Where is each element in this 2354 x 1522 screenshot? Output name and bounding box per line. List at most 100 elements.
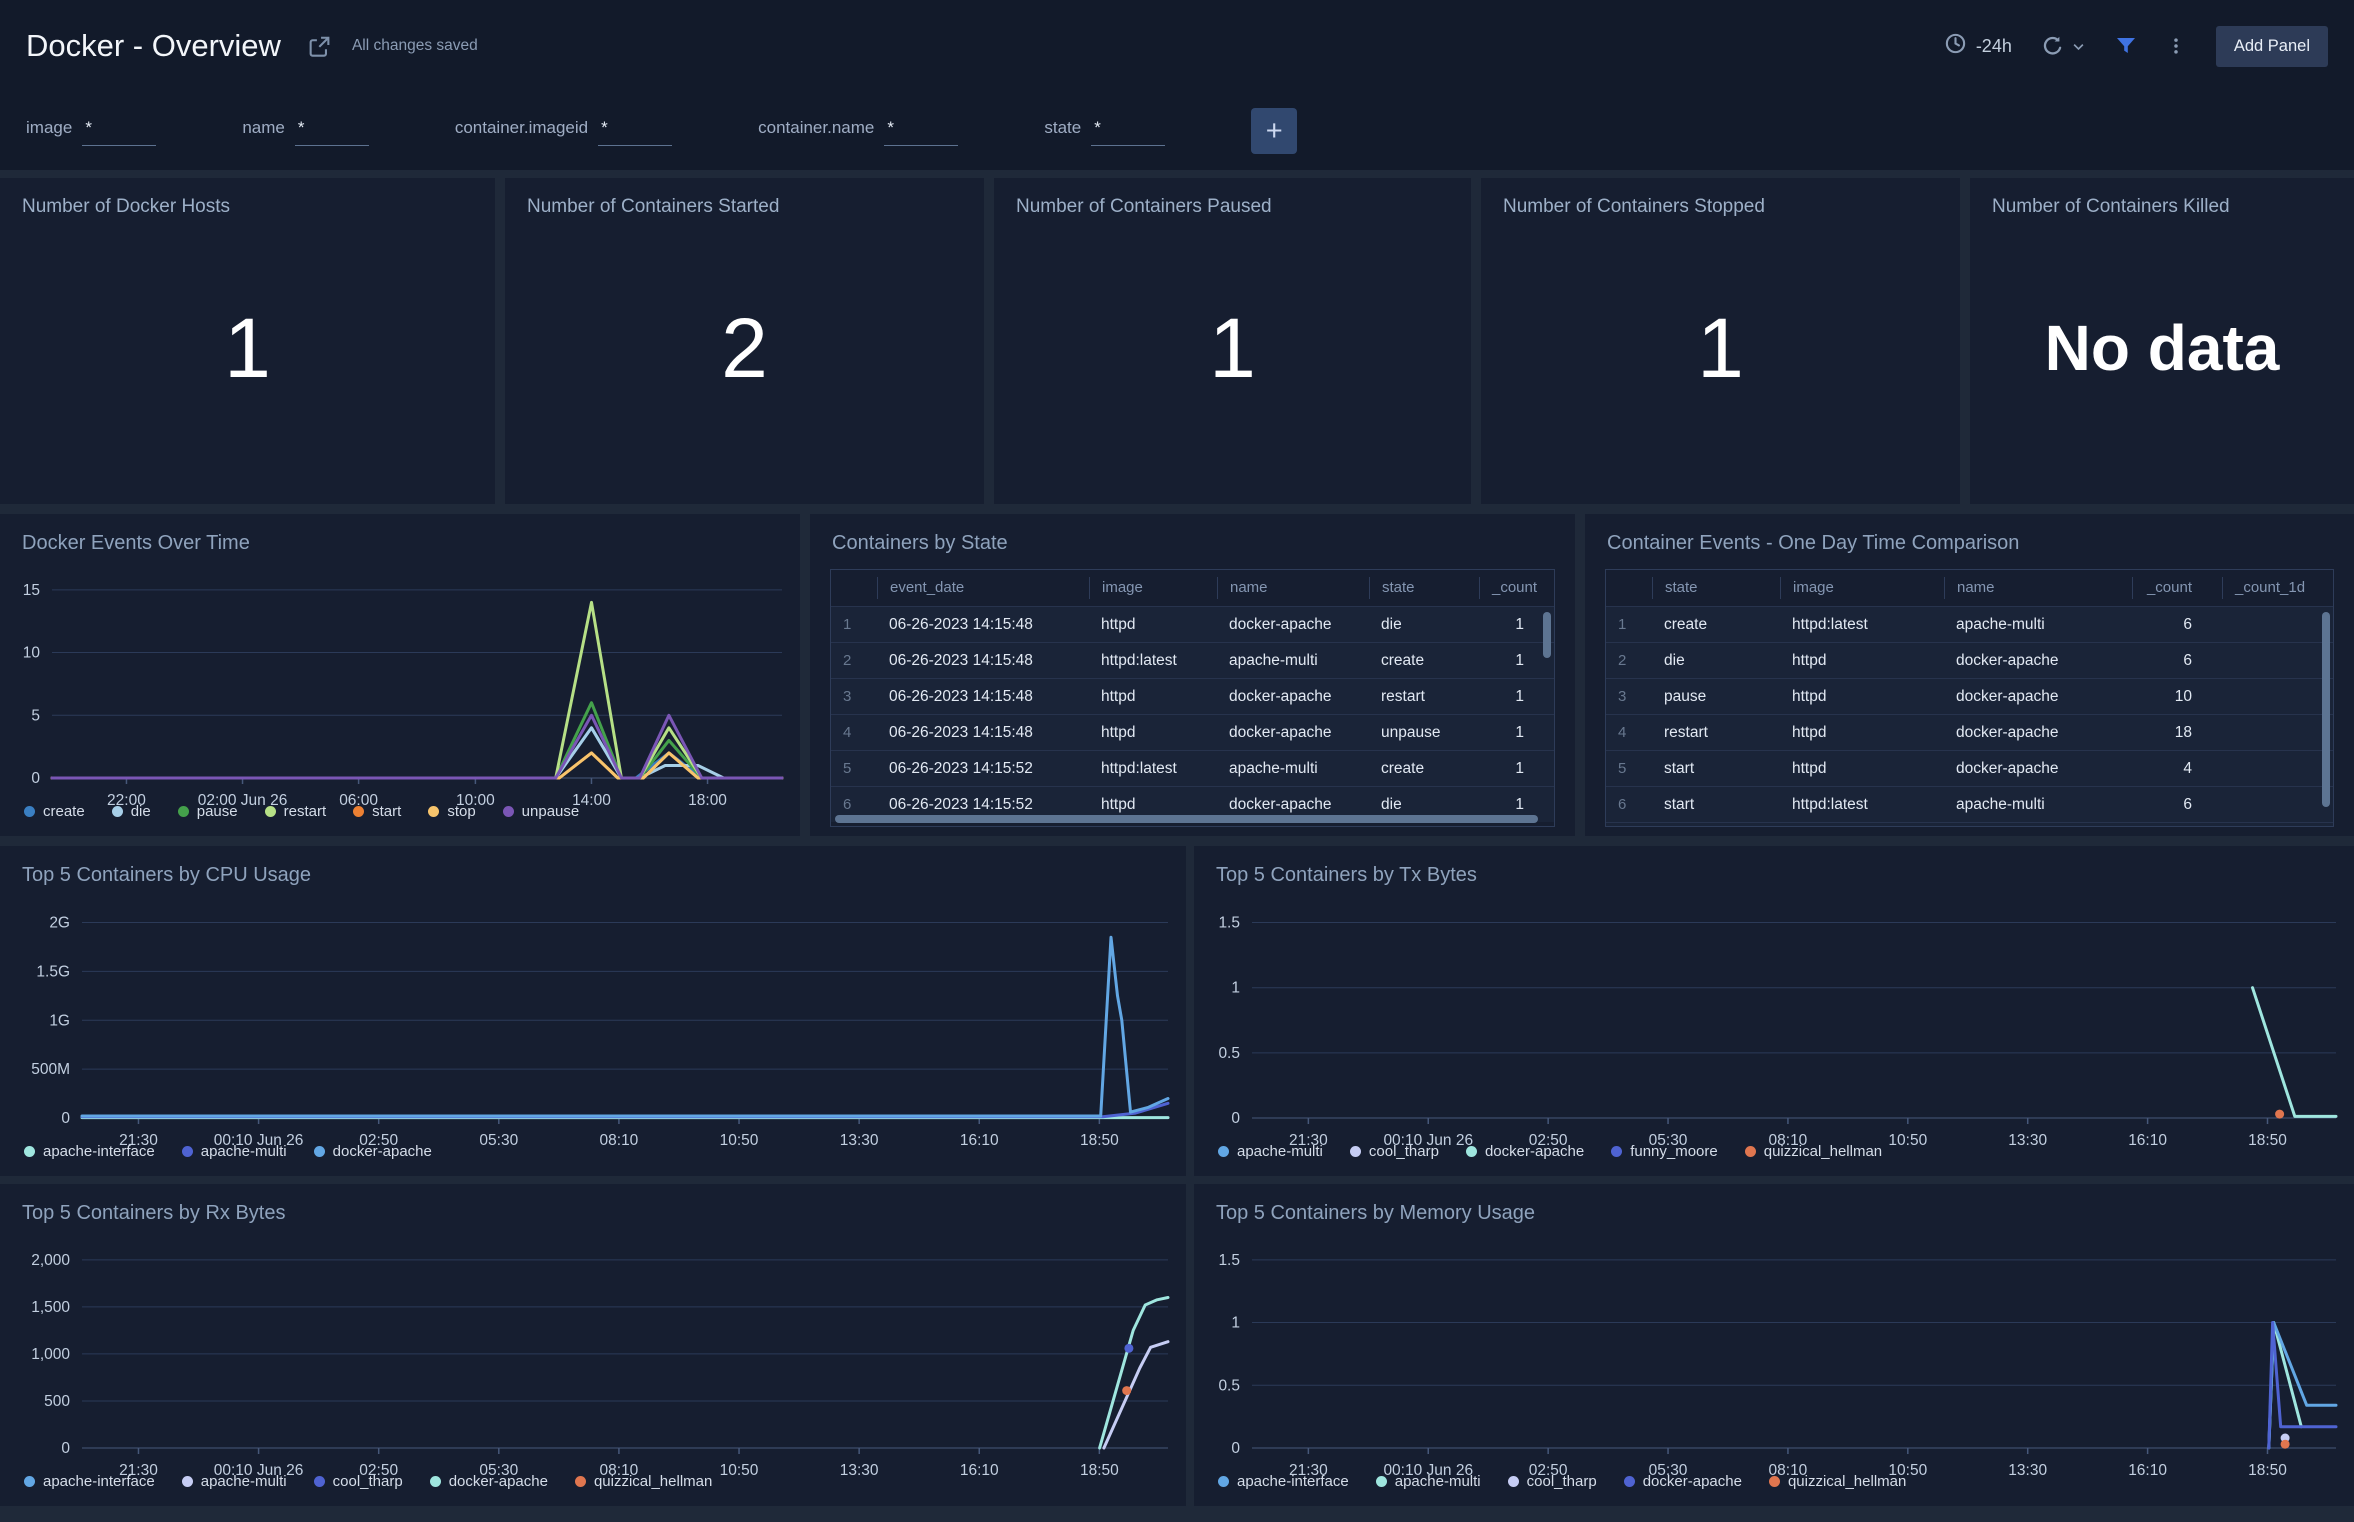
legend-item[interactable]: apache-multi: [181, 1143, 287, 1160]
filter-state-input[interactable]: *: [1091, 116, 1166, 146]
legend-dot: [111, 806, 123, 817]
filter-container-name-input[interactable]: *: [884, 116, 959, 146]
legend-item[interactable]: quizzical_hellman: [1768, 1473, 1906, 1490]
legend-dot: [1611, 1146, 1623, 1157]
share-icon[interactable]: [307, 34, 332, 59]
table-row[interactable]: 2 06-26-2023 14:15:48 httpd:latest apache-m…: [831, 642, 1554, 678]
table-cell: pause: [1664, 687, 1707, 705]
panel-title: Top 5 Containers by CPU Usage: [22, 864, 312, 886]
legend-item[interactable]: apache-interface: [24, 1473, 155, 1490]
table-cell: create: [1664, 615, 1708, 633]
filter-image: image *: [26, 116, 157, 146]
filter-name-input[interactable]: *: [294, 116, 369, 146]
column-header[interactable]: image: [1089, 577, 1217, 599]
svg-text:10:50: 10:50: [1888, 1132, 1927, 1149]
panel-title: Number of Docker Hosts: [22, 196, 231, 217]
svg-text:13:30: 13:30: [2008, 1462, 2047, 1479]
row-index: 5: [843, 760, 852, 777]
rx-chart-canvas[interactable]: 0 500 1,000 1,500 2,000 21:30 00:10 Jun 26 02:5…: [0, 1229, 1186, 1479]
column-header[interactable]: state: [1652, 577, 1780, 599]
legend-dot: [429, 1476, 441, 1487]
table-row[interactable]: 6 start httpd:latest apache-multi 6: [1606, 786, 2333, 822]
legend-dot: [1768, 1476, 1780, 1487]
column-header[interactable]: name: [1944, 577, 2132, 599]
page-title: Docker - Overview: [26, 28, 281, 63]
svg-text:21:30: 21:30: [119, 1132, 158, 1149]
table-row[interactable]: 4 restart httpd docker-apache 18: [1606, 714, 2333, 750]
svg-text:00:10 Jun 26: 00:10 Jun 26: [214, 1132, 304, 1149]
panel-top5-tx-bytes: Top 5 Containers by Tx Bytes 0 0.5 1 1.5 21:…: [1194, 846, 2354, 1176]
legend-item[interactable]: cool_tharp: [1349, 1143, 1439, 1160]
legend-item[interactable]: restart: [264, 803, 326, 820]
legend-item[interactable]: pause: [177, 803, 238, 820]
legend-item[interactable]: funny_moore: [1611, 1143, 1718, 1160]
table-row[interactable]: 1 create httpd:latest apache-multi 6: [1606, 606, 2333, 642]
legend-item[interactable]: cool_tharp: [1507, 1473, 1597, 1490]
legend-item[interactable]: stop: [428, 803, 476, 820]
svg-text:0: 0: [1231, 1110, 1240, 1127]
add-filter-button[interactable]: +: [1251, 108, 1298, 154]
cpu-chart-canvas[interactable]: 0 500M 1G 1.5G 2G 21:30 00:10 Jun 26 02:50 05:30…: [0, 891, 1186, 1149]
containers-by-state-table[interactable]: event_date image name state _count 1 06-26-202…: [830, 569, 1555, 827]
column-header[interactable]: image: [1780, 577, 1944, 599]
table-row[interactable]: 1 06-26-2023 14:15:48 httpd docker-apache di…: [831, 606, 1554, 642]
chart-legend: create die pause restart start stop unpause: [0, 801, 800, 836]
column-header[interactable]: name: [1217, 577, 1369, 599]
refresh-button[interactable]: [2040, 34, 2086, 59]
table-cell: httpd:latest: [1792, 795, 1868, 813]
legend-item[interactable]: docker-apache: [429, 1473, 548, 1490]
legend-item[interactable]: start: [353, 803, 401, 820]
add-panel-button[interactable]: Add Panel: [2215, 25, 2328, 67]
column-header[interactable]: state: [1369, 577, 1479, 599]
legend-item[interactable]: apache-multi: [181, 1473, 287, 1490]
vertical-scrollbar[interactable]: [1543, 612, 1551, 658]
filter-image-input[interactable]: *: [82, 116, 157, 146]
filter-container-imageid-input[interactable]: *: [598, 116, 673, 146]
legend-item[interactable]: unpause: [502, 803, 579, 820]
legend-item[interactable]: docker-apache: [313, 1143, 432, 1160]
column-header[interactable]: _count: [1479, 577, 1554, 599]
table-cell: 06-26-2023 14:15:52: [889, 795, 1033, 813]
table-row[interactable]: 4 06-26-2023 14:15:48 httpd docker-apache un…: [831, 714, 1554, 750]
svg-text:13:30: 13:30: [840, 1132, 879, 1149]
table-row[interactable]: 3 06-26-2023 14:15:48 httpd docker-apache re…: [831, 678, 1554, 714]
column-header[interactable]: _count: [2132, 577, 2222, 599]
table-cell: 1: [1515, 651, 1524, 669]
legend-dot: [1349, 1146, 1361, 1157]
table-row[interactable]: 5 start httpd docker-apache 4: [1606, 750, 2333, 786]
svg-text:16:10: 16:10: [2128, 1462, 2167, 1479]
kebab-menu-icon[interactable]: [2166, 34, 2186, 58]
bottom-grid: Top 5 Containers by CPU Usage 0 500M 1G 1.5…: [0, 846, 2354, 1506]
vertical-scrollbar[interactable]: [2322, 612, 2330, 807]
legend-item[interactable]: create: [24, 803, 85, 820]
table-cell: 6: [2183, 795, 2192, 813]
legend-item[interactable]: apache-interface: [1218, 1473, 1349, 1490]
table-row[interactable]: 2 die httpd docker-apache 6: [1606, 642, 2333, 678]
legend-item[interactable]: apache-multi: [1218, 1143, 1323, 1160]
container-events-table[interactable]: state image name _count _count_1d 1 create http…: [1605, 569, 2334, 827]
legend-item[interactable]: die: [111, 803, 151, 820]
legend-item[interactable]: apache-interface: [24, 1143, 155, 1160]
column-header[interactable]: _count_1d: [2222, 577, 2333, 599]
panel-title: Docker Events Over Time: [22, 532, 250, 554]
filter-icon[interactable]: [2114, 34, 2138, 58]
tx-chart-canvas[interactable]: 0 0.5 1 1.5 21:30 00:10 Jun 26 02:50 05:30 08:10…: [1194, 891, 2354, 1149]
time-range-button[interactable]: -24h: [1944, 32, 2012, 60]
column-header[interactable]: event_date: [877, 577, 1089, 599]
chart-legend: apache-multi cool_tharp docker-apache funny…: [1194, 1141, 2354, 1176]
table-row[interactable]: 3 pause httpd docker-apache 10: [1606, 678, 2333, 714]
legend-item[interactable]: docker-apache: [1623, 1473, 1742, 1490]
table-cell: apache-multi: [1229, 759, 1318, 777]
legend-item[interactable]: quizzical_hellman: [1744, 1143, 1882, 1160]
legend-item[interactable]: docker-apache: [1465, 1143, 1584, 1160]
legend-item[interactable]: apache-multi: [1375, 1473, 1481, 1490]
memory-chart-canvas[interactable]: 0 0.5 1 1.5 21:30 00:10 Jun 26 02:50 05:30 08:10…: [1194, 1229, 2354, 1479]
docker-events-chart-canvas[interactable]: 0 5 10 15 22:00 02:00 Jun 26 06:00 10:00 14:00 18…: [0, 559, 800, 809]
horizontal-scrollbar[interactable]: [835, 815, 1538, 823]
chart-legend: apache-interface apache-multi cool_tharp do…: [1194, 1471, 2354, 1506]
svg-text:10: 10: [23, 645, 41, 662]
legend-item[interactable]: quizzical_hellman: [574, 1473, 712, 1490]
legend-item[interactable]: cool_tharp: [313, 1473, 403, 1490]
table-row[interactable]: 5 06-26-2023 14:15:52 httpd:latest apache-m…: [831, 750, 1554, 786]
